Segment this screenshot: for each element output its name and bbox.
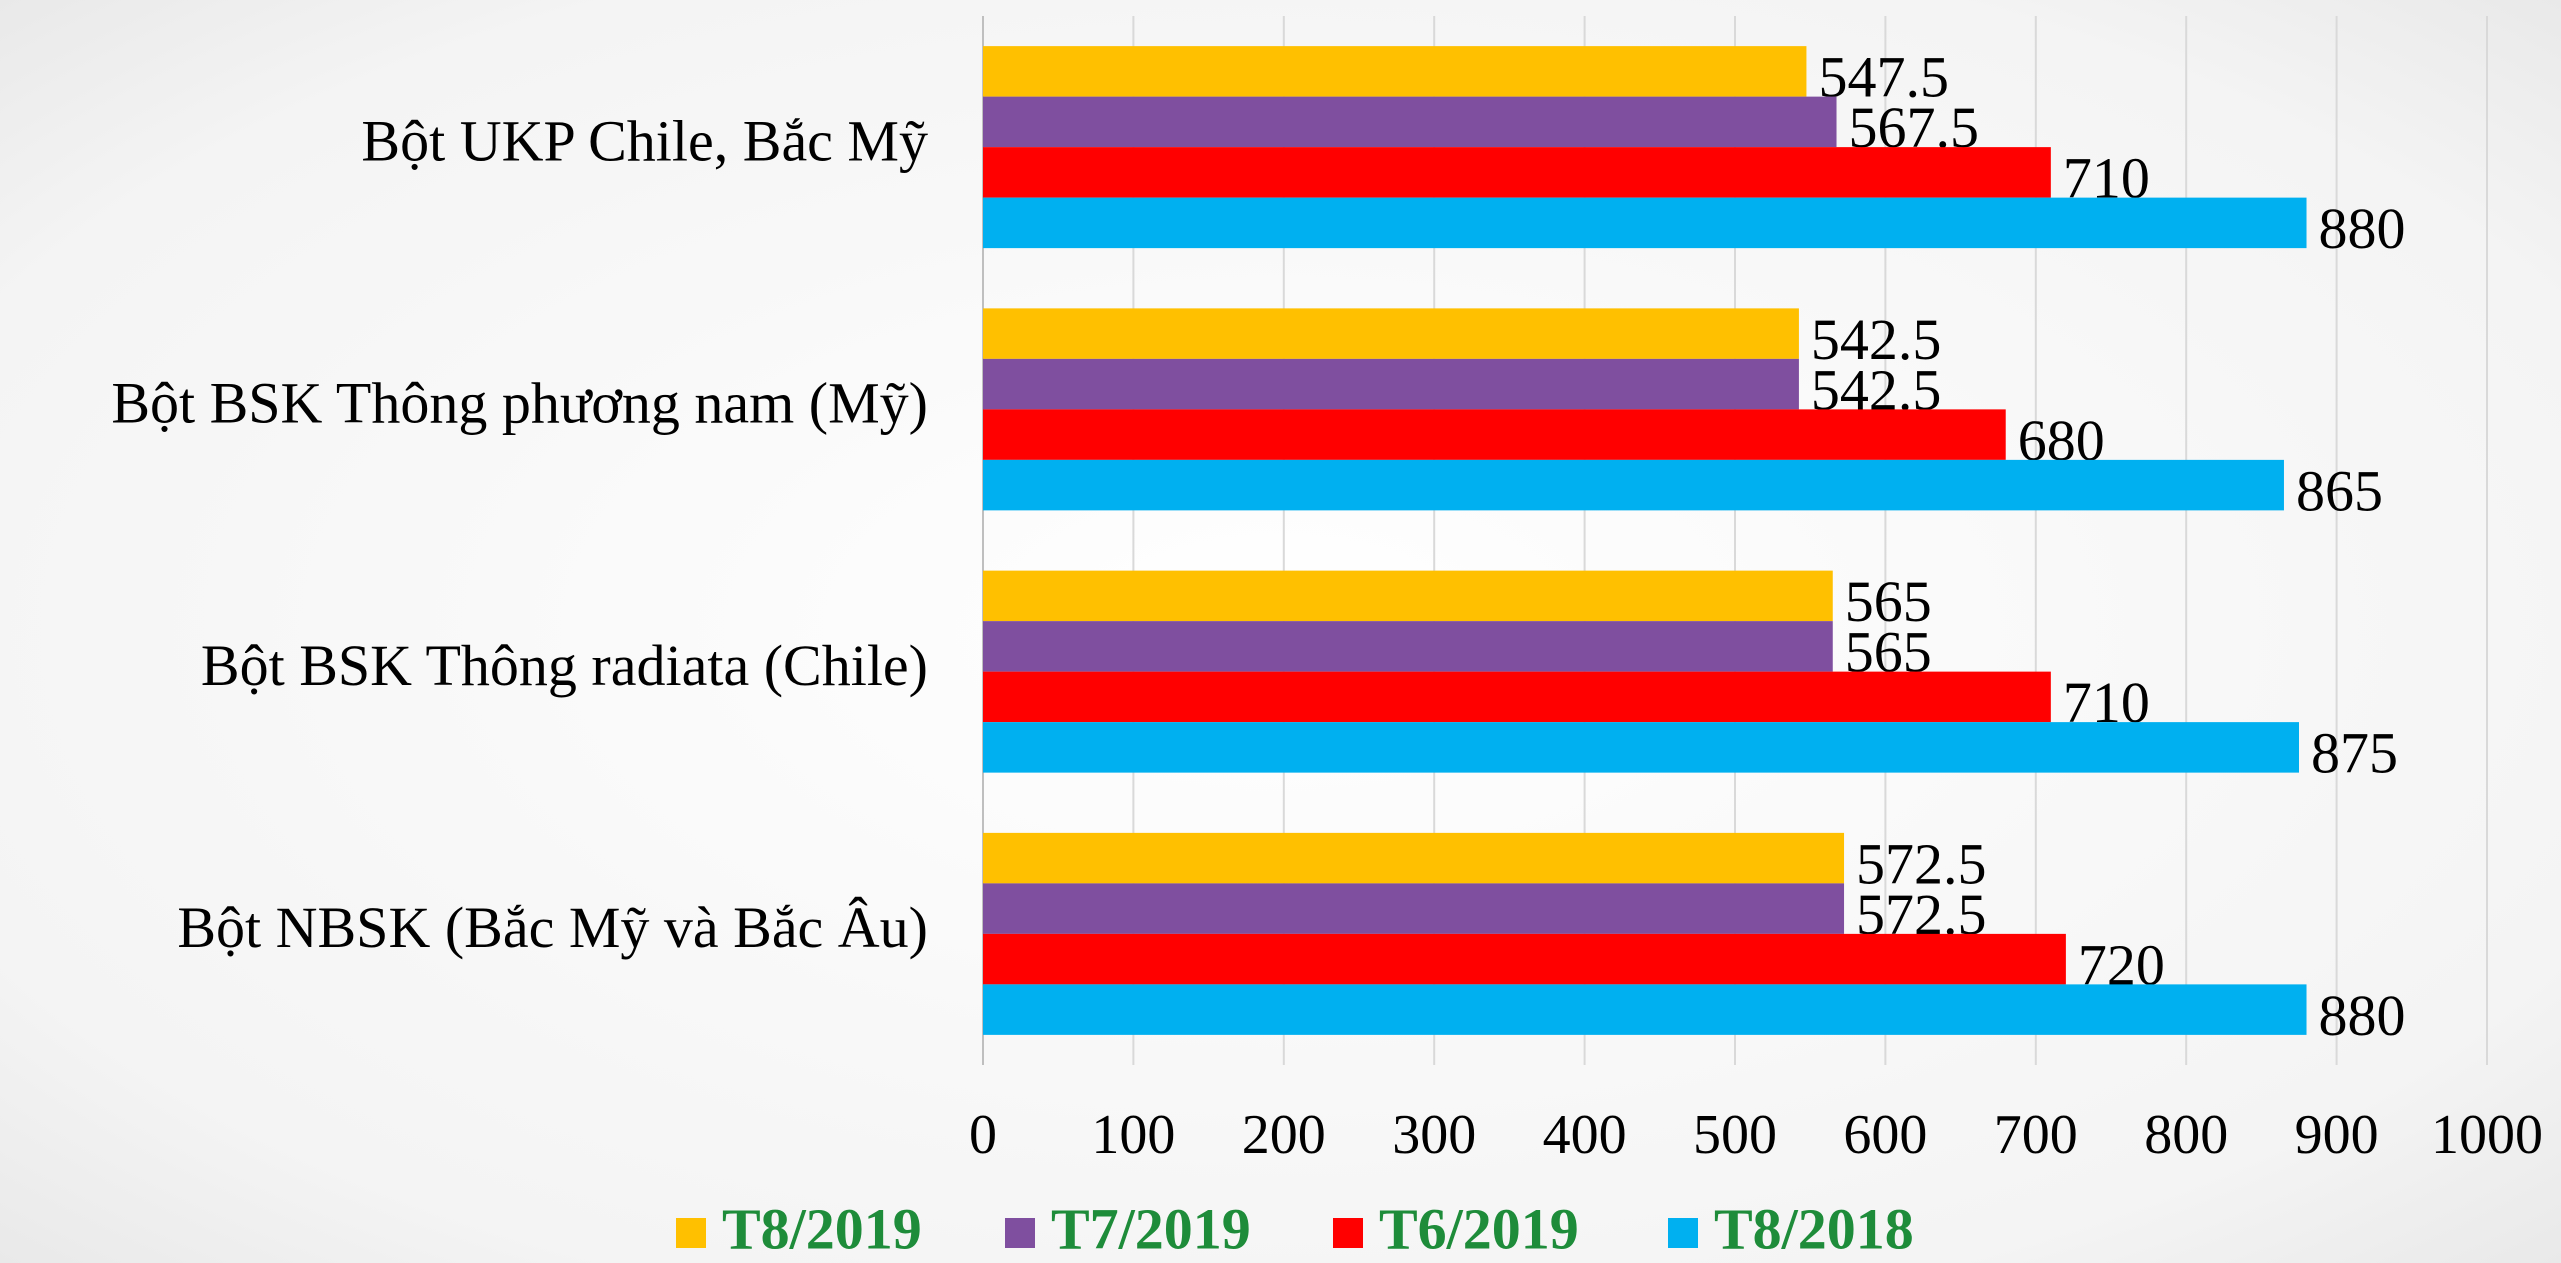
category-label: Bột BSK Thông phương nam (Mỹ) (111, 371, 928, 436)
bar (983, 722, 2299, 773)
value-label: 565 (1845, 569, 1932, 634)
bar (983, 933, 2066, 985)
bar (983, 621, 1833, 672)
bar (983, 832, 1845, 884)
x-tick-label: 0 (969, 1104, 997, 1166)
value-label: 880 (2319, 196, 2406, 261)
legend-label: T6/2019 (1379, 1196, 1579, 1261)
bar (983, 459, 2284, 511)
value-label: 865 (2296, 458, 2383, 523)
legend-label: T8/2019 (722, 1196, 922, 1261)
x-tick-label: 600 (1843, 1104, 1927, 1166)
bar (983, 984, 2307, 1035)
value-label: 572.5 (1856, 831, 1987, 896)
legend-swatch (1005, 1218, 1035, 1248)
bar (983, 570, 1833, 622)
category-label: Bột BSK Thông radiata (Chile) (201, 633, 928, 698)
bar (983, 197, 2307, 249)
bar (983, 358, 1799, 410)
bar (983, 96, 1837, 148)
bar (983, 883, 1845, 934)
value-label: 542.5 (1811, 307, 1942, 372)
x-tick-label: 700 (1994, 1104, 2078, 1166)
x-tick-label: 900 (2295, 1104, 2379, 1166)
x-tick-label: 800 (2144, 1104, 2228, 1166)
value-label: 547.5 (1818, 45, 1949, 110)
x-tick-label: 200 (1242, 1104, 1326, 1166)
x-tick-label: 400 (1543, 1104, 1627, 1166)
legend-label: T8/2018 (1714, 1196, 1914, 1261)
bar (983, 308, 1799, 359)
x-tick-label: 300 (1392, 1104, 1476, 1166)
x-tick-label: 100 (1091, 1104, 1175, 1166)
x-tick-label: 1000 (2431, 1104, 2543, 1166)
legend-label: T7/2019 (1051, 1196, 1251, 1261)
x-tick-label: 500 (1693, 1104, 1777, 1166)
legend-swatch (676, 1218, 706, 1248)
category-label: Bột UKP Chile, Bắc Mỹ (361, 108, 928, 173)
bar (983, 147, 2051, 198)
bar (983, 409, 2006, 460)
category-label: Bột NBSK (Bắc Mỹ và Bắc Âu) (177, 895, 928, 960)
legend-swatch (1333, 1218, 1363, 1248)
value-label: 875 (2311, 721, 2398, 786)
legend-swatch (1668, 1218, 1698, 1248)
bar (983, 671, 2051, 723)
bar (983, 46, 1807, 97)
value-label: 880 (2319, 983, 2406, 1048)
